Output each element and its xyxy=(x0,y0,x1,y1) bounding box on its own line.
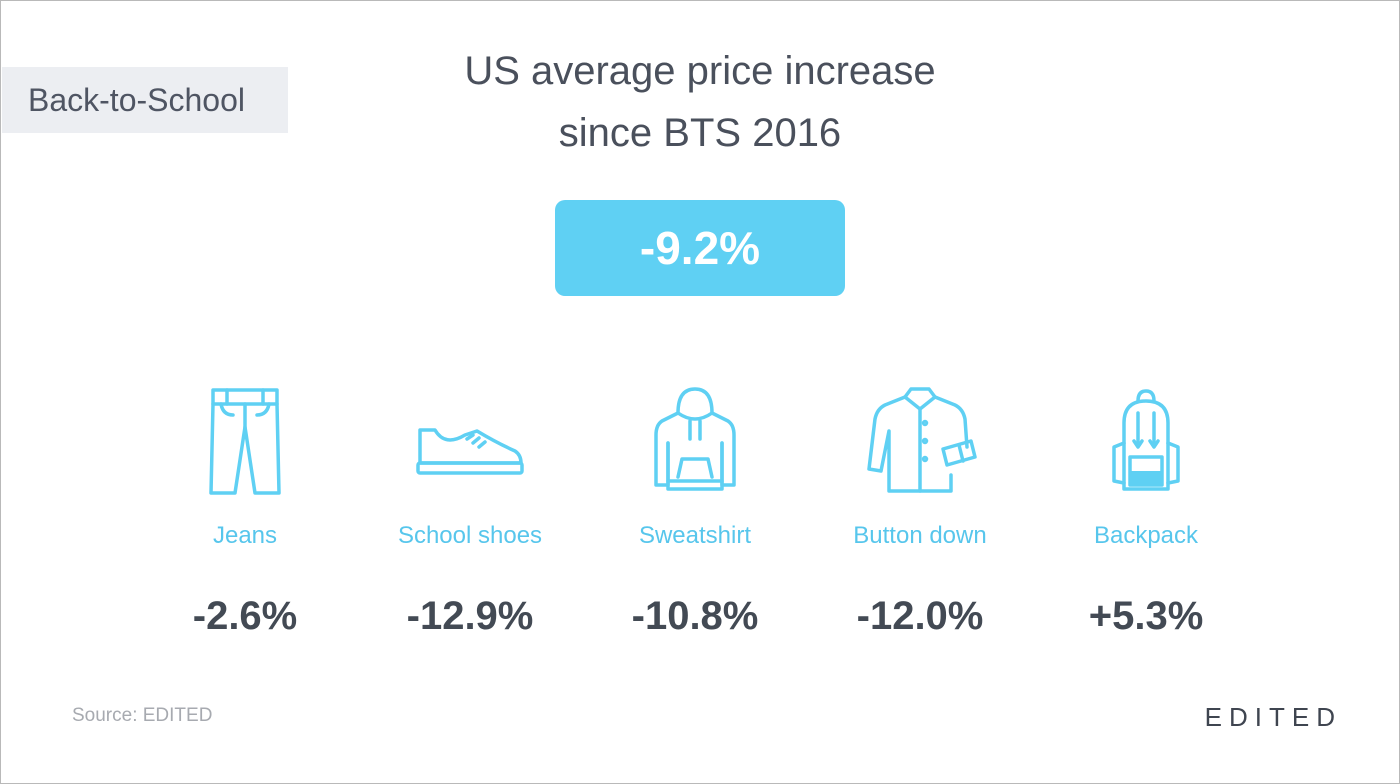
category-school-shoes: School shoes -12.9% xyxy=(360,385,580,640)
brand-logo: EDITED xyxy=(1204,702,1342,732)
category-jeans: Jeans -2.6% xyxy=(135,385,355,640)
category-label: Jeans xyxy=(212,522,278,549)
source-note: Source: EDITED xyxy=(72,705,213,726)
backpack-icon xyxy=(1112,389,1180,491)
category-backpack: Backpack +5.3% xyxy=(1036,385,1256,640)
category-label: Sweatshirt xyxy=(638,522,752,549)
category-value: -12.0% xyxy=(856,594,984,638)
category-label: Backpack xyxy=(1093,522,1199,549)
shirt-icon xyxy=(866,387,977,493)
category-sweatshirt: Sweatshirt -10.8% xyxy=(585,385,805,640)
category-button-down: Button down -12.0% xyxy=(810,385,1030,640)
jeans-icon xyxy=(209,388,281,495)
hoodie-icon xyxy=(654,387,736,491)
category-label: Button down xyxy=(853,522,987,549)
total-change-badge: -9.2% xyxy=(555,200,845,296)
section-tag: Back-to-School xyxy=(2,67,288,133)
category-value: +5.3% xyxy=(1088,594,1204,638)
category-value: -12.9% xyxy=(406,594,534,638)
category-value: -10.8% xyxy=(631,594,759,638)
title-line-1: US average price increase xyxy=(464,49,936,93)
page-title: US average price increase since BTS 2016 xyxy=(350,40,1050,164)
title-line-2: since BTS 2016 xyxy=(558,111,842,155)
shoe-icon xyxy=(416,428,524,475)
category-value: -2.6% xyxy=(192,594,298,638)
category-label: School shoes xyxy=(397,522,543,549)
